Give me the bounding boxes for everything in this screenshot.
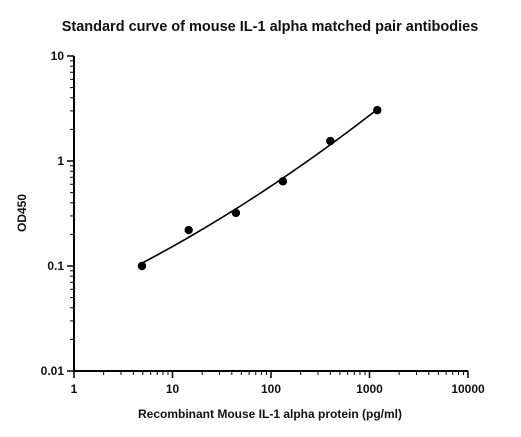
y-tick-label: 0.1: [47, 259, 64, 273]
ticks: 1 10 100 1000 10000 0.01 0.1 1 10: [41, 49, 485, 396]
x-tick-label: 10: [166, 382, 180, 396]
x-axis-label: Recombinant Mouse IL-1 alpha protein (pg…: [138, 407, 402, 421]
data-point: [137, 261, 147, 271]
data-point: [231, 208, 241, 218]
y-tick-label: 1: [57, 154, 64, 168]
y-axis-label: OD450: [15, 194, 29, 232]
y-tick-label: 10: [51, 49, 65, 63]
data-points: [137, 105, 382, 271]
data-point: [373, 105, 382, 115]
fit-curve: [141, 108, 378, 264]
x-tick-label: 10000: [451, 382, 485, 396]
data-point: [278, 177, 288, 186]
data-point: [184, 225, 193, 235]
y-tick-label: 0.01: [41, 364, 65, 378]
data-point: [326, 136, 335, 146]
chart-title: Standard curve of mouse IL-1 alpha match…: [62, 19, 479, 35]
x-tick-label: 100: [261, 382, 281, 396]
x-tick-label: 1000: [356, 382, 383, 396]
x-tick-label: 1: [71, 382, 78, 396]
